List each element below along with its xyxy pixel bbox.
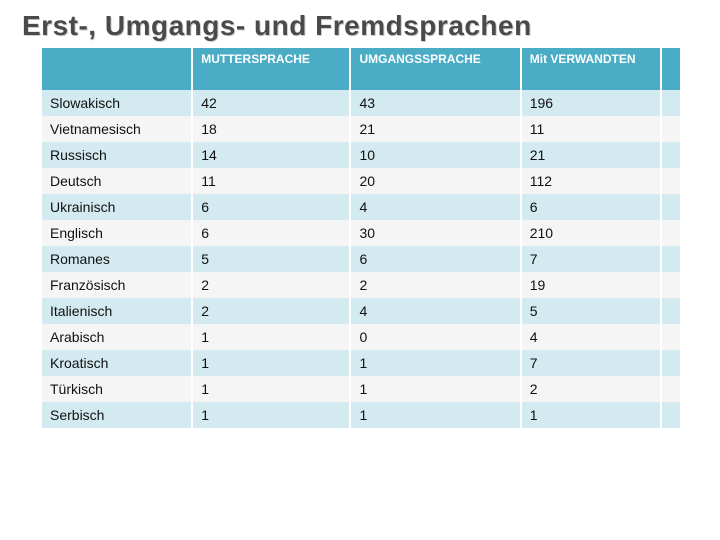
cell-value: 1 <box>192 324 350 350</box>
languages-table: MUTTERSPRACHE UMGANGSSPRACHE Mit VERWAND… <box>42 48 682 428</box>
cell-value: 2 <box>192 272 350 298</box>
cell-value: 0 <box>350 324 520 350</box>
cell-value: 43 <box>350 90 520 116</box>
cell-language: Italienisch <box>42 298 192 324</box>
cell-value: 4 <box>521 324 661 350</box>
cell-value: 21 <box>350 116 520 142</box>
cell-value: 7 <box>521 350 661 376</box>
col-tail <box>661 48 681 90</box>
table-row: Türkisch112 <box>42 376 681 402</box>
cell-value: 18 <box>192 116 350 142</box>
table-header-row: MUTTERSPRACHE UMGANGSSPRACHE Mit VERWAND… <box>42 48 681 90</box>
cell-value: 21 <box>521 142 661 168</box>
cell-language: Vietnamesisch <box>42 116 192 142</box>
cell-value: 4 <box>350 298 520 324</box>
cell-language: Serbisch <box>42 402 192 428</box>
cell-value: 1 <box>350 350 520 376</box>
cell-language: Englisch <box>42 220 192 246</box>
col-umgangssprache: UMGANGSSPRACHE <box>350 48 520 90</box>
cell-value: 2 <box>350 272 520 298</box>
table-row: Serbisch111 <box>42 402 681 428</box>
cell-value: 30 <box>350 220 520 246</box>
cell-tail <box>661 220 681 246</box>
table-row: Vietnamesisch182111 <box>42 116 681 142</box>
col-blank <box>42 48 192 90</box>
cell-value: 7 <box>521 246 661 272</box>
cell-value: 2 <box>192 298 350 324</box>
cell-tail <box>661 142 681 168</box>
cell-value: 210 <box>521 220 661 246</box>
page-title: Erst-, Umgangs- und Fremdsprachen <box>22 10 698 42</box>
cell-value: 4 <box>350 194 520 220</box>
table-row: Deutsch1120112 <box>42 168 681 194</box>
cell-value: 1 <box>192 350 350 376</box>
table-row: Slowakisch4243196 <box>42 90 681 116</box>
col-muttersprache: MUTTERSPRACHE <box>192 48 350 90</box>
cell-value: 196 <box>521 90 661 116</box>
cell-value: 6 <box>521 194 661 220</box>
cell-language: Romanes <box>42 246 192 272</box>
cell-language: Ukrainisch <box>42 194 192 220</box>
cell-tail <box>661 324 681 350</box>
cell-value: 5 <box>521 298 661 324</box>
table-row: Französisch2219 <box>42 272 681 298</box>
table-row: Russisch141021 <box>42 142 681 168</box>
cell-tail <box>661 90 681 116</box>
cell-tail <box>661 402 681 428</box>
cell-value: 11 <box>192 168 350 194</box>
cell-language: Russisch <box>42 142 192 168</box>
cell-value: 14 <box>192 142 350 168</box>
cell-value: 6 <box>192 194 350 220</box>
table-row: Romanes567 <box>42 246 681 272</box>
col-verwandten: Mit VERWANDTEN <box>521 48 661 90</box>
cell-value: 19 <box>521 272 661 298</box>
table-row: Englisch630210 <box>42 220 681 246</box>
table-row: Ukrainisch646 <box>42 194 681 220</box>
table-row: Arabisch104 <box>42 324 681 350</box>
cell-value: 11 <box>521 116 661 142</box>
cell-tail <box>661 272 681 298</box>
cell-tail <box>661 246 681 272</box>
table-row: Italienisch245 <box>42 298 681 324</box>
cell-value: 1 <box>521 402 661 428</box>
cell-language: Arabisch <box>42 324 192 350</box>
cell-value: 1 <box>350 402 520 428</box>
cell-value: 1 <box>192 376 350 402</box>
cell-value: 6 <box>350 246 520 272</box>
cell-tail <box>661 350 681 376</box>
cell-language: Französisch <box>42 272 192 298</box>
cell-language: Deutsch <box>42 168 192 194</box>
cell-value: 42 <box>192 90 350 116</box>
cell-tail <box>661 376 681 402</box>
cell-tail <box>661 194 681 220</box>
cell-language: Kroatisch <box>42 350 192 376</box>
cell-tail <box>661 116 681 142</box>
cell-tail <box>661 298 681 324</box>
cell-language: Slowakisch <box>42 90 192 116</box>
cell-value: 1 <box>192 402 350 428</box>
cell-tail <box>661 168 681 194</box>
cell-value: 112 <box>521 168 661 194</box>
cell-value: 10 <box>350 142 520 168</box>
cell-value: 2 <box>521 376 661 402</box>
table-row: Kroatisch117 <box>42 350 681 376</box>
cell-value: 6 <box>192 220 350 246</box>
cell-value: 20 <box>350 168 520 194</box>
cell-value: 5 <box>192 246 350 272</box>
cell-language: Türkisch <box>42 376 192 402</box>
cell-value: 1 <box>350 376 520 402</box>
